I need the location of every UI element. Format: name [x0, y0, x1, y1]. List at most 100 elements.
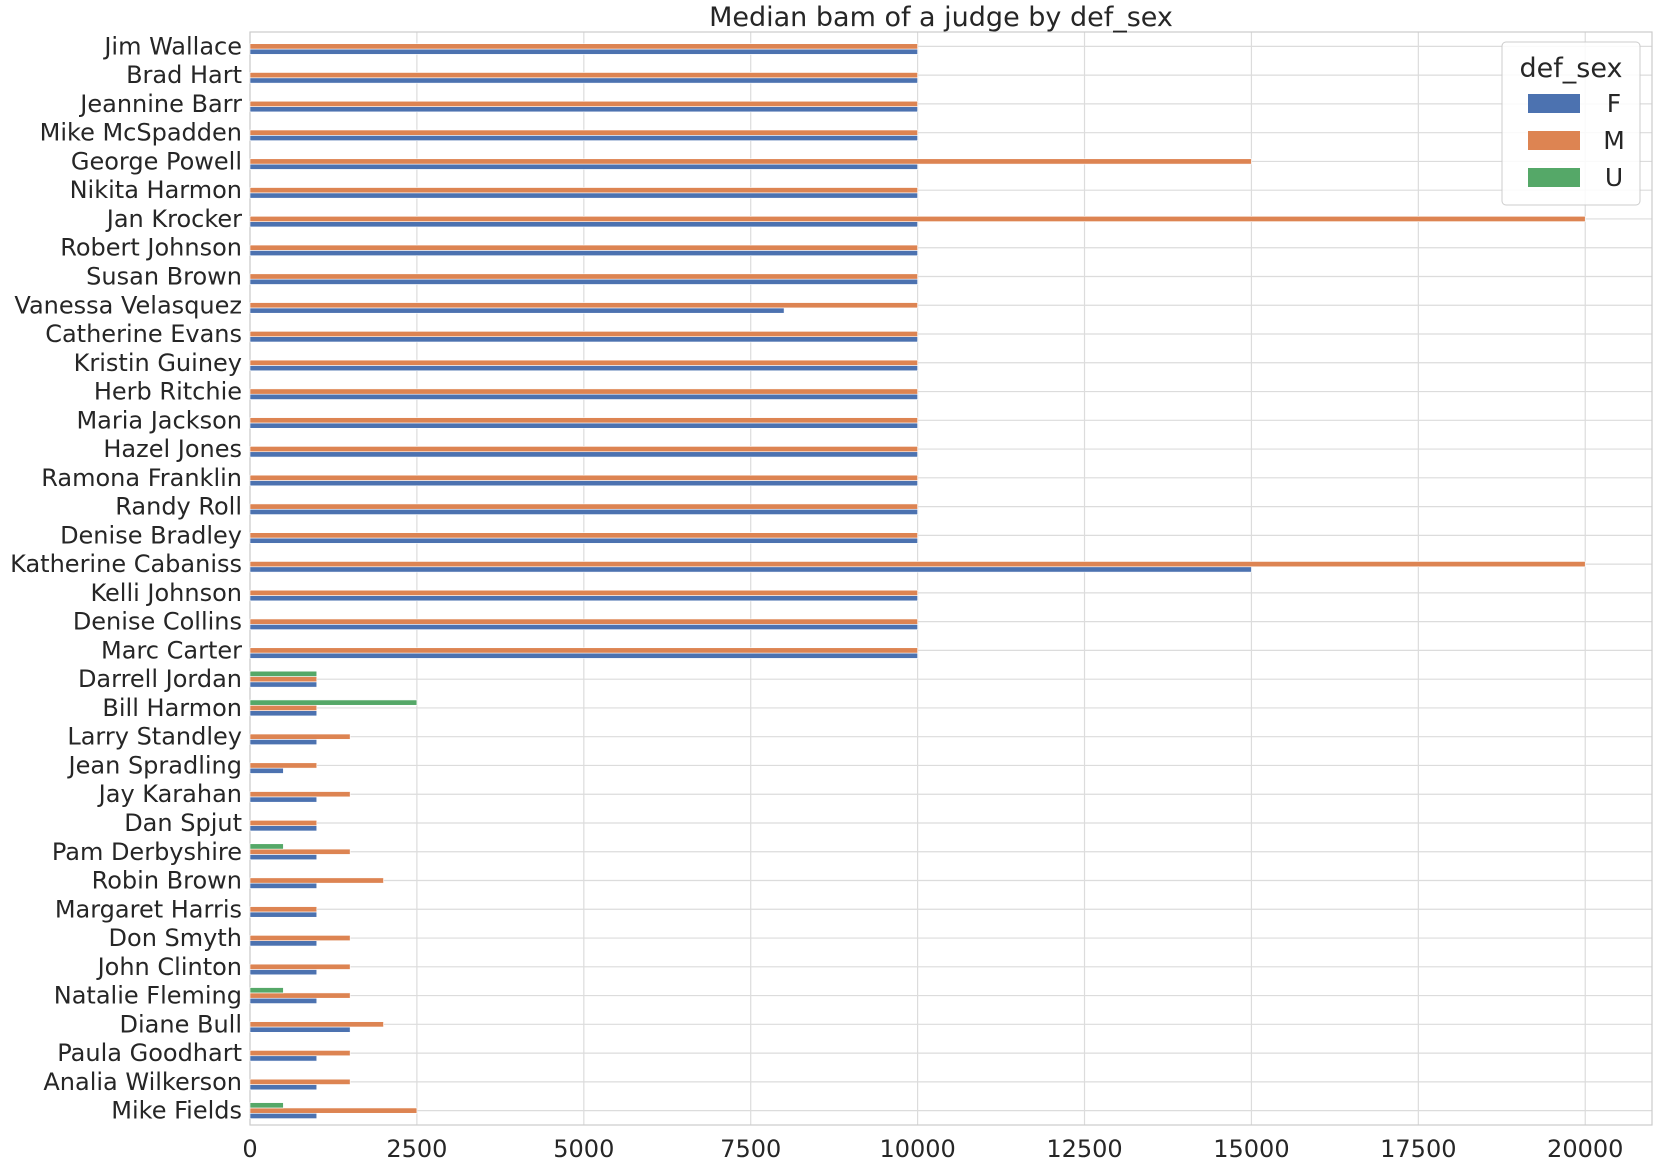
bar-m — [249, 1107, 418, 1114]
legend-swatch-f — [1528, 94, 1580, 113]
bar-f — [249, 1055, 318, 1062]
bar-f — [249, 1084, 318, 1091]
bar-m — [249, 561, 1586, 568]
bar-m — [249, 474, 918, 481]
bar-f — [249, 624, 918, 630]
y-tick-label: Paula Goodhart — [57, 1039, 242, 1067]
bar-f — [249, 451, 918, 458]
bar-f — [249, 336, 918, 343]
y-tick-label: Jay Karahan — [97, 780, 242, 808]
y-tick-label: Maria Jackson — [76, 406, 242, 434]
bar-m — [249, 676, 318, 683]
bar-m — [249, 733, 351, 740]
bar-m — [249, 359, 918, 366]
bar-f — [249, 940, 318, 947]
bar-u — [249, 699, 418, 706]
y-tick-label: Marc Carter — [101, 636, 242, 664]
bar-m — [249, 158, 1252, 165]
bar-f — [249, 681, 318, 688]
bar-f — [249, 77, 918, 84]
y-tick-label: Vanessa Velasquez — [14, 291, 242, 319]
bar-f — [249, 854, 318, 861]
bar-m — [249, 1078, 351, 1085]
legend: def_sex FMU — [1501, 41, 1641, 206]
y-tick-label: Bill Harmon — [102, 694, 242, 722]
bar-m — [249, 302, 918, 309]
bar-f — [249, 422, 918, 429]
bar-f — [249, 48, 918, 55]
bar-m — [249, 417, 918, 424]
bar-m — [249, 244, 918, 251]
y-tick-label: Jim Wallace — [102, 32, 242, 60]
x-tick-labels: 0 2500 5000 7500 10000 12500 15000 17500 20000 — [242, 1135, 1623, 1159]
bar-f — [249, 997, 318, 1004]
x-tick-label: 17500 — [1380, 1135, 1456, 1159]
bar-f — [249, 911, 318, 918]
y-tick-label: Denise Bradley — [60, 521, 242, 549]
y-tick-label: Analia Wilkerson — [43, 1068, 242, 1096]
y-tick-label: Brad Hart — [126, 61, 242, 89]
legend-box — [1501, 41, 1641, 206]
bar-f — [249, 163, 918, 170]
y-tick-label: John Clinton — [96, 953, 242, 981]
bar-m — [249, 820, 318, 826]
y-tick-label: Mike Fields — [111, 1097, 242, 1125]
bar-u — [249, 843, 284, 850]
legend-title: def_sex — [1520, 53, 1623, 84]
y-tick-label: Ramona Franklin — [41, 464, 242, 492]
bar-m — [249, 647, 918, 654]
bar-f — [249, 969, 318, 976]
bar-f — [249, 1026, 351, 1033]
bar-m — [249, 992, 351, 999]
bar-m — [249, 704, 318, 711]
bar-f — [249, 796, 318, 803]
bar-f — [249, 537, 918, 544]
bar-f — [249, 508, 918, 515]
x-tick-label: 15000 — [1213, 1135, 1289, 1159]
legend-label-m: M — [1603, 126, 1625, 155]
bar-m — [249, 935, 351, 942]
x-tick-label: 2500 — [386, 1135, 447, 1159]
bar-f — [249, 739, 318, 745]
bar-m — [249, 331, 918, 337]
bar-m — [249, 43, 918, 50]
y-tick-label: Denise Collins — [73, 608, 242, 636]
bar-m — [249, 589, 918, 596]
plot-frame — [249, 31, 1653, 1126]
bar-m — [249, 215, 1586, 222]
bar-m — [249, 503, 918, 510]
bar-m — [249, 388, 918, 395]
y-tick-label: Natalie Fleming — [54, 982, 242, 1010]
y-tick-label: Diane Bull — [120, 1010, 242, 1038]
y-tick-label: Herb Ritchie — [94, 378, 242, 406]
x-tick-label: 7500 — [720, 1135, 781, 1159]
y-tick-label: Robert Johnson — [60, 234, 242, 262]
bar-f — [249, 278, 918, 285]
bar-m — [249, 791, 351, 798]
bar-u — [249, 987, 284, 994]
bar-f — [249, 250, 918, 257]
y-tick-label: Randy Roll — [115, 493, 242, 521]
y-tick-label: Catherine Evans — [45, 320, 242, 348]
y-tick-label: Don Smyth — [109, 924, 242, 952]
bar-m — [249, 618, 918, 625]
bar-m — [249, 273, 918, 280]
y-tick-label: Hazel Jones — [103, 435, 242, 463]
legend-swatch-u — [1528, 168, 1580, 187]
bar-f — [249, 566, 1252, 573]
legend-swatch-m — [1528, 131, 1580, 150]
bar-m — [249, 762, 318, 769]
y-tick-label: Pam Derbyshire — [52, 838, 242, 866]
x-tick-label: 20000 — [1547, 1135, 1623, 1159]
bar-f — [249, 652, 918, 659]
y-tick-label: Margaret Harris — [55, 895, 242, 923]
y-tick-label: Katherine Cabaniss — [10, 550, 242, 578]
bar-f — [249, 767, 284, 774]
y-tick-label: Robin Brown — [92, 867, 242, 895]
bar-f — [249, 710, 318, 717]
x-tick-label: 5000 — [553, 1135, 614, 1159]
y-tick-label: Nikita Harmon — [70, 176, 242, 204]
bar-f — [249, 135, 918, 141]
y-tick-label: George Powell — [71, 147, 242, 175]
